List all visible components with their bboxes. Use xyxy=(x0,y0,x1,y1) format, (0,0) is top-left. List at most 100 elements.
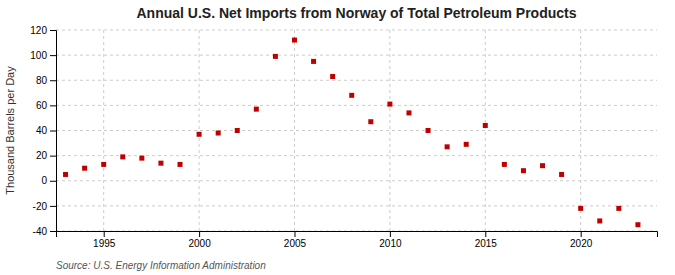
y-grid-line xyxy=(56,80,657,81)
x-tick-label: 2020 xyxy=(570,238,593,249)
point xyxy=(273,54,278,59)
point xyxy=(540,163,545,168)
x-tick: 2010 xyxy=(379,231,402,249)
y-axis: -40 -20 0 20 40 60 80 100 120 xyxy=(30,25,56,237)
y-tick-label: 100 xyxy=(30,50,47,61)
grid xyxy=(56,30,657,231)
x-grid-line xyxy=(103,30,104,231)
y-grid-line xyxy=(56,155,657,156)
y-tick-mark xyxy=(50,131,56,132)
point xyxy=(120,154,125,159)
y-tick: 120 xyxy=(30,25,56,36)
point xyxy=(368,119,373,124)
x-tick: 2020 xyxy=(570,231,593,249)
y-tick: 40 xyxy=(36,125,56,136)
y-tick: -40 xyxy=(33,226,56,237)
point xyxy=(445,144,450,149)
point xyxy=(82,166,87,171)
y-tick-label: -20 xyxy=(33,201,48,212)
y-tick-label: -40 xyxy=(33,226,48,237)
x-tick: 2005 xyxy=(284,231,307,249)
point xyxy=(616,206,621,211)
point xyxy=(483,123,488,128)
y-grid-line xyxy=(56,130,657,131)
y-grid-line xyxy=(56,105,657,106)
y-tick-mark xyxy=(50,156,56,157)
y-tick-mark xyxy=(50,105,56,106)
point xyxy=(502,162,507,167)
point xyxy=(426,128,431,133)
y-tick-label: 80 xyxy=(36,75,48,86)
point xyxy=(464,142,469,147)
point xyxy=(597,218,602,223)
y-tick: 60 xyxy=(36,100,56,111)
y-axis-line xyxy=(50,31,57,232)
point xyxy=(216,131,221,136)
y-tick-label: 20 xyxy=(36,150,48,161)
y-tick: 80 xyxy=(36,75,56,86)
annotation: Source: U.S. Energy Information Administ… xyxy=(56,260,266,271)
y-tick-label: 0 xyxy=(41,175,47,186)
point xyxy=(635,222,640,227)
point xyxy=(406,110,411,115)
point xyxy=(521,168,526,173)
point xyxy=(139,156,144,161)
x-tick: 2015 xyxy=(475,231,498,249)
x-tick-label: 2010 xyxy=(379,238,402,249)
x-axis-line xyxy=(57,232,658,238)
point xyxy=(330,74,335,79)
y-tick: 0 xyxy=(41,175,56,186)
y-tick-mark xyxy=(50,181,56,182)
point xyxy=(559,172,564,177)
y-tick-mark xyxy=(50,231,56,232)
y-tick-mark xyxy=(50,55,56,56)
y-grid-line xyxy=(56,30,657,31)
x-grid-line xyxy=(294,30,295,231)
plot: 1995 2000 2005 2010 2015 2020 -40 -20 0 20 40 60 80 1… xyxy=(30,25,657,249)
x-tick: 2000 xyxy=(188,231,211,249)
y-grid-line xyxy=(56,205,657,206)
point xyxy=(158,161,163,166)
x-tick-label: 2015 xyxy=(475,238,498,249)
x-tick-mark xyxy=(485,231,486,237)
y-grid-line xyxy=(56,55,657,56)
x-tick: 1995 xyxy=(93,231,116,249)
x-grid-line xyxy=(580,30,581,231)
x-tick-mark xyxy=(104,231,105,237)
point xyxy=(254,107,259,112)
x-tick-label: 1995 xyxy=(93,238,116,249)
point xyxy=(197,132,202,137)
point xyxy=(387,102,392,107)
point xyxy=(349,93,354,98)
point xyxy=(235,128,240,133)
points xyxy=(63,38,640,228)
y-tick-mark xyxy=(50,80,56,81)
point xyxy=(178,162,183,167)
y-tick: -20 xyxy=(33,201,56,212)
y-tick: 100 xyxy=(30,50,56,61)
y-tick-mark xyxy=(50,206,56,207)
x-tick-mark xyxy=(581,231,582,237)
x-tick-mark xyxy=(294,231,295,237)
title: Annual U.S. Net Imports from Norway of T… xyxy=(136,5,576,21)
x-grid-line xyxy=(199,30,200,231)
x-tick-mark xyxy=(199,231,200,237)
x-axis: 1995 2000 2005 2010 2015 2020 xyxy=(57,231,658,249)
point xyxy=(292,38,297,43)
point xyxy=(63,172,68,177)
y-tick: 20 xyxy=(36,150,56,161)
y-tick-mark xyxy=(50,30,56,31)
y-grid-line xyxy=(56,180,657,181)
y-tick-label: 60 xyxy=(36,100,48,111)
y-axis-label: Thousand Barrels per Day xyxy=(4,66,16,195)
x-grid-line xyxy=(389,30,390,231)
x-tick-mark xyxy=(390,231,391,237)
x-grid-line xyxy=(485,30,486,231)
x-tick-label: 2005 xyxy=(284,238,307,249)
y-tick-label: 120 xyxy=(30,25,47,36)
point xyxy=(578,206,583,211)
x-tick-label: 2000 xyxy=(188,238,211,249)
point xyxy=(101,162,106,167)
chart: 1995 2000 2005 2010 2015 2020 -40 -20 0 20 40 60 80 1… xyxy=(0,0,675,275)
y-tick-label: 40 xyxy=(36,125,48,136)
